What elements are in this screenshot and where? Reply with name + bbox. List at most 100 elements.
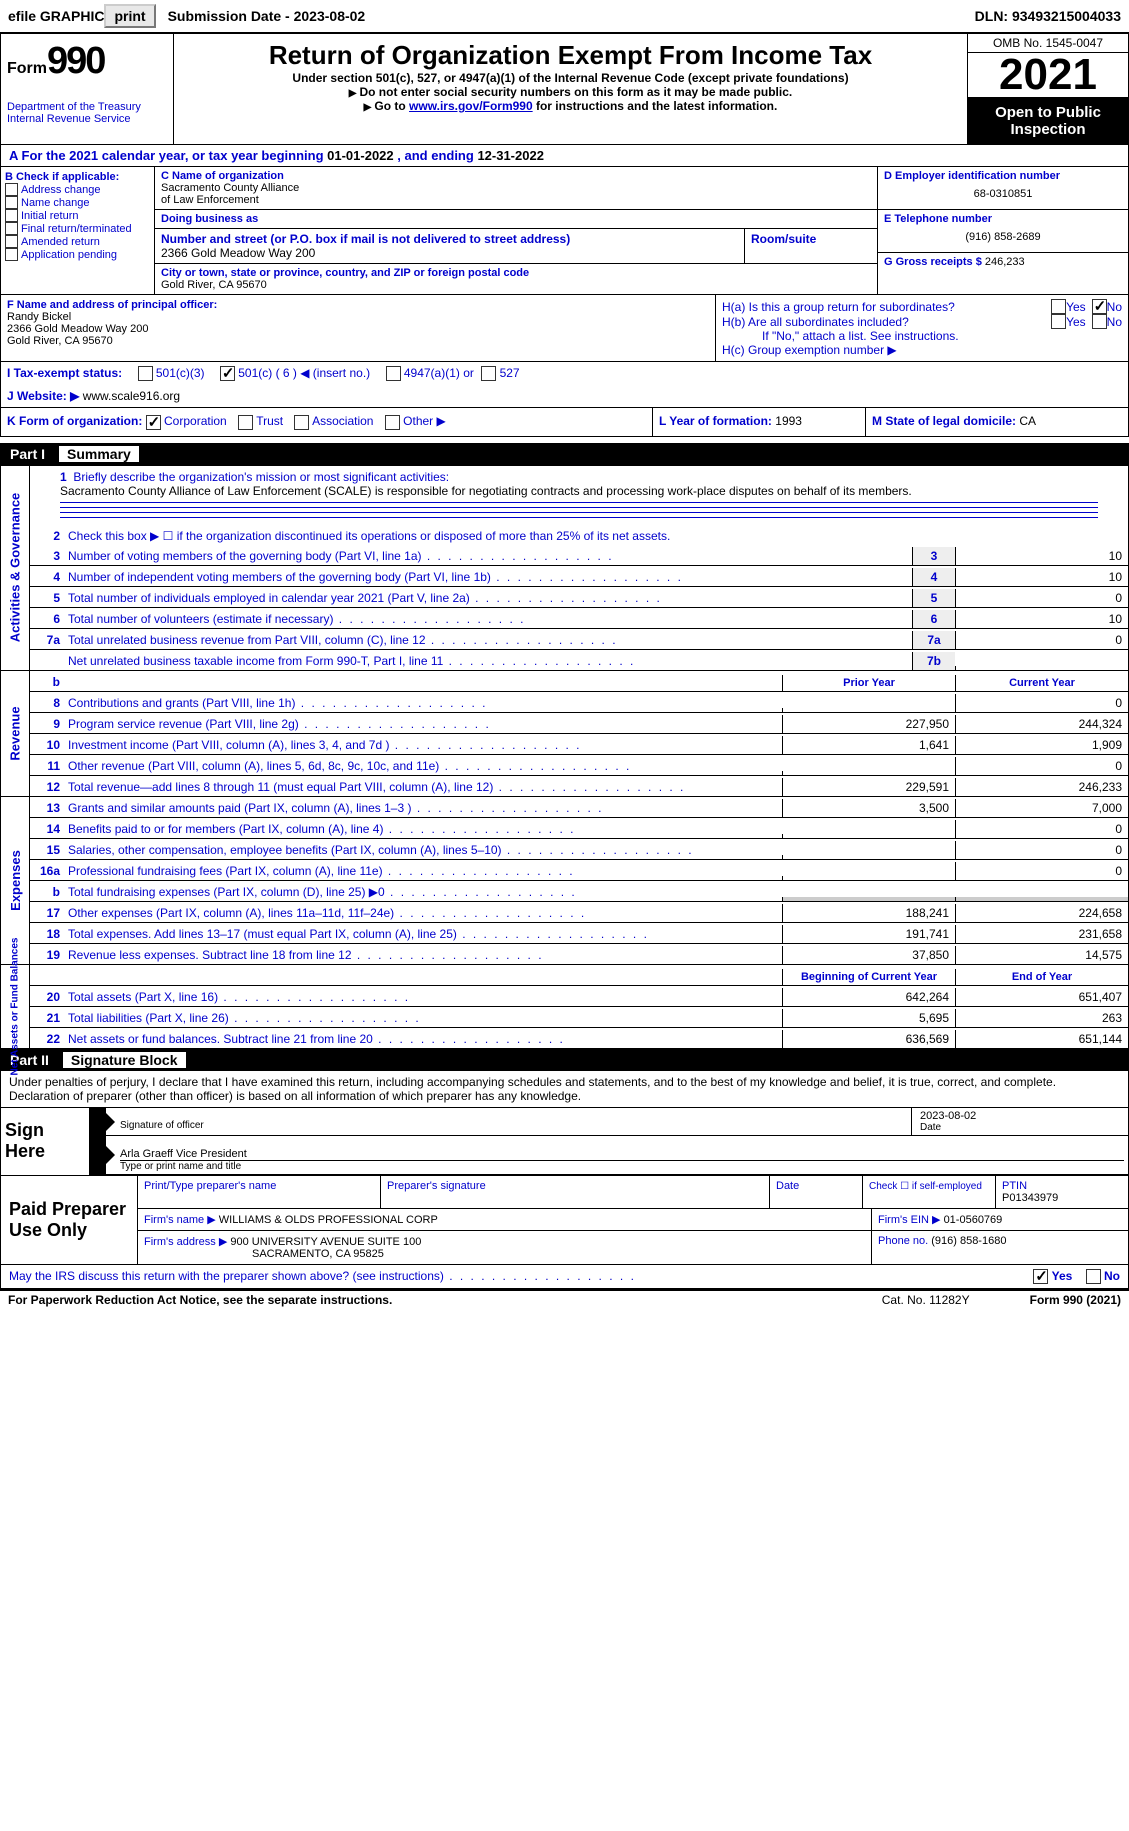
summary-row: 20Total assets (Part X, line 16)642,2646…: [30, 986, 1128, 1007]
phone-header: E Telephone number: [884, 213, 1122, 225]
i-opt3: 4947(a)(1) or: [404, 366, 474, 380]
gross-header: G Gross receipts $: [884, 256, 982, 268]
i-527-checkbox[interactable]: [481, 366, 496, 381]
firm-addr-label: Firm's address ▶: [144, 1236, 227, 1248]
street-value: 2366 Gold Meadow Way 200: [161, 246, 738, 260]
ha-yes-checkbox[interactable]: [1051, 299, 1066, 314]
tax-year: 2021: [968, 53, 1128, 98]
i-501c3-checkbox[interactable]: [138, 366, 153, 381]
officer-header: F Name and address of principal officer:: [7, 299, 709, 311]
discuss-question: May the IRS discuss this return with the…: [9, 1269, 636, 1283]
checkbox-item[interactable]: Application pending: [5, 248, 150, 261]
website-value: www.scale916.org: [83, 389, 180, 403]
dln-label: DLN: 93493215004033: [975, 8, 1121, 24]
row-k: K Form of organization: Corporation Trus…: [0, 408, 1129, 436]
form-title-box: Return of Organization Exempt From Incom…: [174, 34, 968, 144]
k-other-checkbox[interactable]: [385, 415, 400, 430]
perjury-text: Under penalties of perjury, I declare th…: [0, 1071, 1129, 1108]
checkbox-item[interactable]: Name change: [5, 196, 150, 209]
org-name-1: Sacramento County Alliance: [161, 182, 871, 194]
discuss-no-checkbox[interactable]: [1086, 1269, 1101, 1284]
vtab-governance: Activities & Governance: [1, 466, 30, 670]
form-title: Return of Organization Exempt From Incom…: [184, 40, 957, 71]
form-subtitle: Under section 501(c), 527, or 4947(a)(1)…: [184, 71, 957, 85]
print-button[interactable]: print: [104, 4, 155, 28]
ha-no-checkbox[interactable]: [1092, 299, 1107, 314]
discuss-yes: Yes: [1052, 1269, 1073, 1283]
k-corp-checkbox[interactable]: [146, 415, 161, 430]
city-header: City or town, state or province, country…: [161, 267, 871, 279]
ha-no: No: [1107, 300, 1122, 314]
summary-row: 16aProfessional fundraising fees (Part I…: [30, 860, 1128, 881]
firm-phone-label: Phone no.: [878, 1235, 928, 1247]
footer-right: Form 990 (2021): [1030, 1293, 1121, 1307]
dept-label: Department of the Treasury Internal Reve…: [7, 101, 167, 125]
goto-prefix: Go to: [364, 99, 409, 113]
row-a-prefix: A For the 2021 calendar year, or tax yea…: [9, 148, 327, 163]
firm-addr1: 900 UNIVERSITY AVENUE SUITE 100: [230, 1236, 421, 1248]
column-b: B Check if applicable: Address changeNam…: [1, 167, 155, 294]
i-opt2: 501(c) ( 6 ) ◀ (insert no.): [238, 366, 370, 380]
ptin-value: P01343979: [1002, 1192, 1058, 1204]
form-number: 990: [47, 40, 104, 82]
l-value: 1993: [775, 414, 802, 428]
checkbox-item[interactable]: Initial return: [5, 209, 150, 222]
ha-label: H(a) Is this a group return for subordin…: [722, 300, 1051, 314]
k-corp: Corporation: [164, 414, 227, 428]
column-d: D Employer identification number 68-0310…: [878, 167, 1128, 294]
summary-row: 14Benefits paid to or for members (Part …: [30, 818, 1128, 839]
checkbox-item[interactable]: Final return/terminated: [5, 222, 150, 235]
discuss-yes-checkbox[interactable]: [1033, 1269, 1048, 1284]
summary-row: 7aTotal unrelated business revenue from …: [30, 629, 1128, 650]
summary-governance: Activities & Governance 1 Briefly descri…: [0, 465, 1129, 671]
dba-header: Doing business as: [161, 213, 871, 225]
row-fg: F Name and address of principal officer:…: [0, 295, 1129, 362]
hb-yes-checkbox[interactable]: [1051, 314, 1066, 329]
org-name-2: of Law Enforcement: [161, 194, 871, 206]
officer-addr1: 2366 Gold Meadow Way 200: [7, 323, 709, 335]
efile-label: efile GRAPHIC: [8, 8, 104, 24]
line1-header: Briefly describe the organization's miss…: [73, 470, 449, 484]
j-label: J Website: ▶: [7, 389, 79, 403]
i-501c-checkbox[interactable]: [220, 366, 235, 381]
footer: For Paperwork Reduction Act Notice, see …: [0, 1289, 1129, 1309]
irs-link[interactable]: www.irs.gov/Form990: [409, 99, 533, 113]
city-value: Gold River, CA 95670: [161, 279, 871, 291]
row-a: A For the 2021 calendar year, or tax yea…: [0, 145, 1129, 167]
hb-no-checkbox[interactable]: [1092, 314, 1107, 329]
ein-header: D Employer identification number: [884, 170, 1122, 182]
part-1-header: Part I Summary: [0, 443, 1129, 465]
i-4947-checkbox[interactable]: [386, 366, 401, 381]
firm-ein-label: Firm's EIN ▶: [878, 1214, 941, 1226]
goto-suffix: for instructions and the latest informat…: [533, 99, 778, 113]
open-public-label: Open to Public Inspection: [968, 98, 1128, 144]
summary-row: Net unrelated business taxable income fr…: [30, 650, 1128, 670]
summary-row: 22Net assets or fund balances. Subtract …: [30, 1028, 1128, 1048]
i-label: I Tax-exempt status:: [7, 366, 122, 380]
preparer-name-header: Print/Type preparer's name: [144, 1180, 276, 1192]
self-employed-header: Check ☐ if self-employed: [869, 1181, 982, 1192]
i-opt1: 501(c)(3): [156, 366, 205, 380]
paid-preparer-label: Paid Preparer Use Only: [1, 1176, 138, 1264]
summary-netassets: Net Assets or Fund Balances Beginning of…: [0, 965, 1129, 1049]
officer-name: Randy Bickel: [7, 311, 709, 323]
part-2-header: Part II Signature Block: [0, 1049, 1129, 1071]
i-opt4: 527: [500, 366, 520, 380]
checkbox-item[interactable]: Amended return: [5, 235, 150, 248]
hb-note: If "No," attach a list. See instructions…: [722, 329, 1122, 343]
section-bcd: B Check if applicable: Address changeNam…: [0, 167, 1129, 295]
k-assoc-checkbox[interactable]: [294, 415, 309, 430]
summary-row: 19Revenue less expenses. Subtract line 1…: [30, 944, 1128, 964]
org-name-header: C Name of organization: [161, 170, 871, 182]
summary-row: 4Number of independent voting members of…: [30, 566, 1128, 587]
k-trust-checkbox[interactable]: [238, 415, 253, 430]
checkbox-item[interactable]: Address change: [5, 183, 150, 196]
officer-name-field: Arla Graeff Vice President Type or print…: [106, 1136, 1128, 1175]
m-value: CA: [1019, 414, 1036, 428]
preparer-sig-header: Preparer's signature: [387, 1180, 486, 1192]
current-year-header: Current Year: [955, 675, 1128, 691]
section-h: H(a) Is this a group return for subordin…: [716, 295, 1128, 361]
sign-here-block: Sign Here Signature of officer 2023-08-0…: [0, 1108, 1129, 1176]
summary-row: bTotal fundraising expenses (Part IX, co…: [30, 881, 1128, 902]
signature-field[interactable]: Signature of officer: [106, 1108, 911, 1136]
